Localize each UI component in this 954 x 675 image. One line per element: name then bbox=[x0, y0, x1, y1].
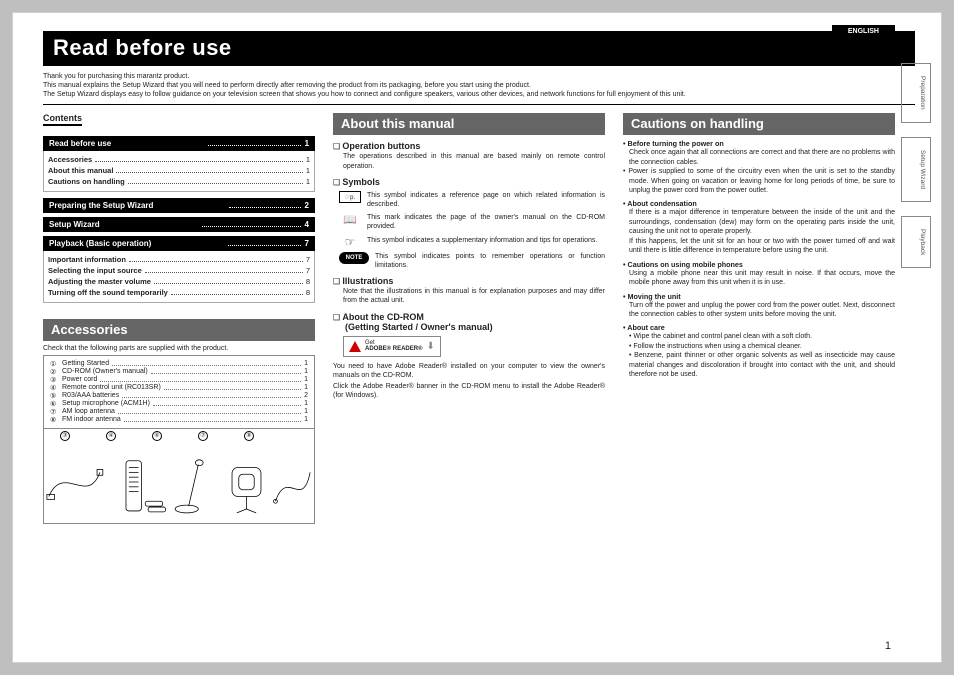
contents-heading: Contents bbox=[43, 113, 82, 126]
cdrom-subheading: (Getting Started / Owner's manual) bbox=[345, 322, 605, 332]
toc-item: Adjusting the master volume8 bbox=[44, 276, 314, 287]
toc-item: Accessories1 bbox=[44, 154, 314, 165]
accessories-sketch bbox=[44, 441, 314, 523]
hand-icon: ☞ bbox=[339, 236, 361, 248]
toc-section: Read before use1 bbox=[43, 136, 315, 151]
accessory-item: ⑧FM indoor antenna1 bbox=[50, 416, 308, 424]
adobe-reader-badge: Get ADOBE® READER® ⬇ bbox=[343, 336, 441, 357]
caution-list-item: Follow the instructions when using a che… bbox=[629, 342, 895, 351]
symbols-heading: Symbols bbox=[333, 177, 605, 187]
caution-list-item: Benzene, paint thinner or other organic … bbox=[629, 351, 895, 379]
side-tab-preparation: Preparation bbox=[901, 63, 931, 123]
intro-line: This manual explains the Setup Wizard th… bbox=[43, 81, 915, 90]
symbol-text: This symbol indicates a reference page o… bbox=[367, 191, 605, 209]
adobe-label: ADOBE® READER® bbox=[365, 346, 423, 353]
caution-heading: About care bbox=[623, 323, 895, 332]
caution-text: If this happens, let the unit sit for an… bbox=[629, 237, 895, 256]
manual-page: ENGLISH Preparation Setup Wizard Playbac… bbox=[12, 12, 942, 663]
column-left: Contents Read before use1 Accessories1Abo… bbox=[43, 113, 315, 524]
caution-text: Power is supplied to some of the circuit… bbox=[629, 167, 895, 195]
download-arrow-icon: ⬇ bbox=[427, 341, 435, 352]
accessory-item: ③Power cord1 bbox=[50, 376, 308, 384]
column-middle: About this manual Operation buttons The … bbox=[333, 113, 605, 524]
acc-img-label: ⑧ bbox=[244, 431, 254, 441]
note-icon: NOTE bbox=[339, 252, 369, 264]
accessories-illustration: ③ ④ ⑥ ⑦ ⑧ bbox=[43, 429, 315, 524]
acc-img-label: ⑦ bbox=[198, 431, 208, 441]
toc-item: Cautions on handling1 bbox=[44, 176, 314, 187]
symbol-row: ☞ This symbol indicates a supplementary … bbox=[339, 236, 605, 248]
cdrom-heading: About the CD-ROM bbox=[333, 312, 605, 322]
toc-section: Playback (Basic operation)7 bbox=[43, 236, 315, 251]
toc-item: About this manual1 bbox=[44, 165, 314, 176]
accessory-item: ⑦AM loop antenna1 bbox=[50, 408, 308, 416]
symbol-row: NOTE This symbol indicates points to rem… bbox=[339, 252, 605, 270]
adobe-icon bbox=[349, 341, 361, 352]
column-right: Cautions on handling Before turning the … bbox=[623, 113, 915, 524]
caution-heading: Before turning the power on bbox=[623, 139, 895, 148]
cautions-title: Cautions on handling bbox=[623, 113, 895, 135]
accessory-item: ⑤R03/AAA batteries2 bbox=[50, 392, 308, 400]
acc-img-label: ③ bbox=[60, 431, 70, 441]
cdrom-text: Click the Adobe Reader® banner in the CD… bbox=[333, 382, 605, 401]
caution-text: If there is a major difference in temper… bbox=[629, 208, 895, 236]
side-tabs: Preparation Setup Wizard Playback bbox=[901, 63, 931, 268]
page-number: 1 bbox=[885, 640, 891, 652]
accessory-item: ①Getting Started1 bbox=[50, 360, 308, 368]
symbol-row: 📖 This mark indicates the page of the ow… bbox=[339, 213, 605, 231]
intro-line: Thank you for purchasing this marantz pr… bbox=[43, 72, 915, 81]
cdrom-text: You need to have Adobe Reader® installed… bbox=[333, 362, 605, 381]
acc-img-label: ④ bbox=[106, 431, 116, 441]
caution-heading: About condensation bbox=[623, 199, 895, 208]
accessories-lead: Check that the following parts are suppl… bbox=[43, 345, 315, 352]
caution-text: Check once again that all connections ar… bbox=[629, 148, 895, 167]
symbol-text: This symbol indicates points to remember… bbox=[375, 252, 605, 270]
toc-section: Preparing the Setup Wizard2 bbox=[43, 198, 315, 213]
accessories-list: ①Getting Started1②CD-ROM (Owner's manual… bbox=[43, 355, 315, 429]
intro-line: The Setup Wizard displays easy to follow… bbox=[43, 90, 915, 99]
caution-heading: Moving the unit bbox=[623, 292, 895, 301]
toc-section: Setup Wizard4 bbox=[43, 217, 315, 232]
toc: Read before use1 Accessories1About this m… bbox=[43, 136, 315, 303]
caution-text: Turn off the power and unplug the power … bbox=[629, 301, 895, 320]
symbol-text: This mark indicates the page of the owne… bbox=[367, 213, 605, 231]
book-icon: 📖 bbox=[339, 213, 361, 225]
caution-text: Using a mobile phone near this unit may … bbox=[629, 269, 895, 288]
intro-text: Thank you for purchasing this marantz pr… bbox=[43, 72, 915, 105]
page-ref-icon: ☞p. bbox=[339, 191, 361, 203]
content-columns: Contents Read before use1Accessories1Abo… bbox=[43, 113, 915, 524]
symbol-row: ☞p. This symbol indicates a reference pa… bbox=[339, 191, 605, 209]
opbuttons-heading: Operation buttons bbox=[333, 141, 605, 151]
accessory-item: ⑥Setup microphone (ACM1H)1 bbox=[50, 400, 308, 408]
illustrations-heading: Illustrations bbox=[333, 276, 605, 286]
page-title: Read before use bbox=[43, 31, 915, 66]
caution-list-item: Wipe the cabinet and control panel clean… bbox=[629, 332, 895, 341]
toc-item: Turning off the sound temporarily8 bbox=[44, 287, 314, 298]
language-badge: ENGLISH bbox=[832, 25, 895, 38]
accessory-item: ④Remote control unit (RC013SR)1 bbox=[50, 384, 308, 392]
toc-item: Selecting the input source7 bbox=[44, 265, 314, 276]
opbuttons-text: The operations described in this manual … bbox=[343, 152, 605, 171]
acc-img-label: ⑥ bbox=[152, 431, 162, 441]
about-title: About this manual bbox=[333, 113, 605, 135]
caution-heading: Cautions on using mobile phones bbox=[623, 260, 895, 269]
toc-item: Important information7 bbox=[44, 254, 314, 265]
accessory-item: ②CD-ROM (Owner's manual)1 bbox=[50, 368, 308, 376]
side-tab-setup: Setup Wizard bbox=[901, 137, 931, 202]
illustrations-text: Note that the illustrations in this manu… bbox=[343, 287, 605, 306]
symbol-text: This symbol indicates a supplementary in… bbox=[367, 236, 597, 245]
accessories-title: Accessories bbox=[43, 319, 315, 341]
side-tab-playback: Playback bbox=[901, 216, 931, 268]
